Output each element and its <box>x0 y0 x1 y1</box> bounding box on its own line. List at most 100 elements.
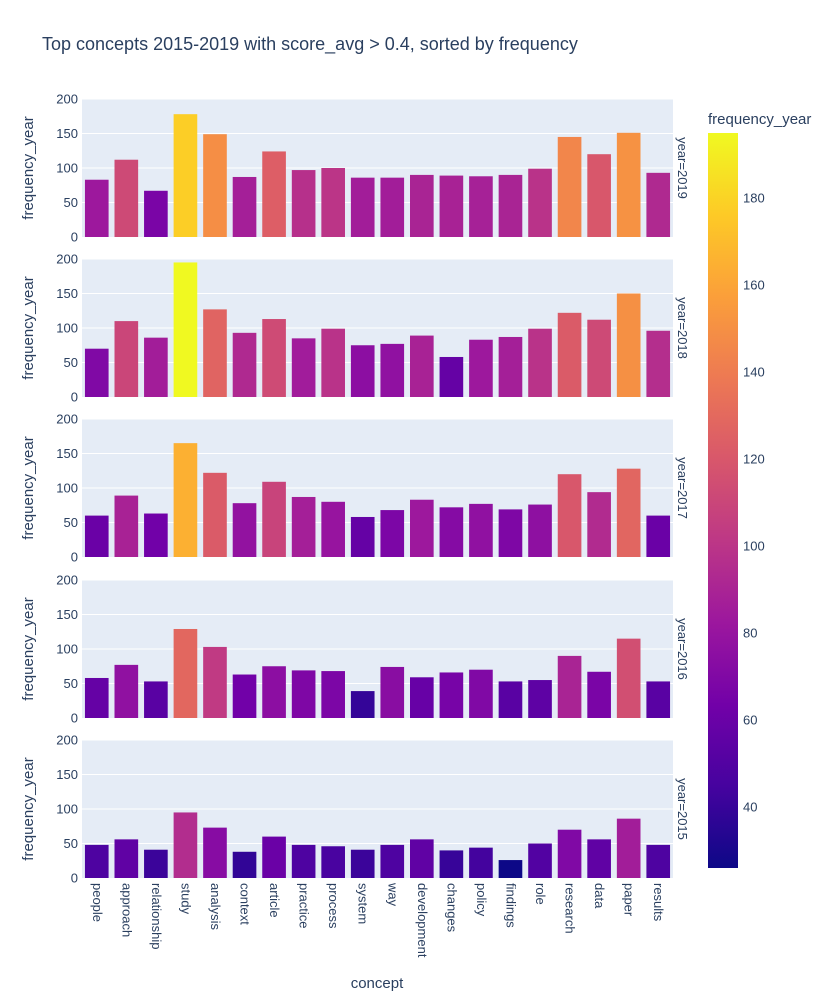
y-tick-label: 200 <box>56 92 78 107</box>
bar-practice <box>291 670 316 718</box>
y-tick-label: 200 <box>56 573 78 588</box>
bar-study <box>173 262 198 397</box>
y-tick-label: 200 <box>56 733 78 748</box>
x-tick-label: process <box>326 883 341 929</box>
bar-relationship <box>144 849 168 878</box>
facet-label: year=2019 <box>675 137 690 199</box>
bar-research <box>557 312 582 397</box>
facet-label: year=2017 <box>675 457 690 519</box>
bar-changes <box>439 672 464 718</box>
bar-people <box>84 179 109 237</box>
bar-paper <box>616 132 641 237</box>
bar-process <box>321 328 345 397</box>
bar-role <box>528 504 552 557</box>
bar-policy <box>469 503 493 557</box>
y-tick-label: 50 <box>64 515 78 530</box>
bar-article <box>262 151 286 237</box>
bar-research <box>557 829 582 878</box>
bar-analysis <box>203 309 227 397</box>
bar-system <box>350 345 375 397</box>
facet-label: year=2018 <box>675 297 690 359</box>
facets-layer: 0 50 100 150 200 frequency_year year=2019 0 50 10… <box>20 92 690 958</box>
bar-results <box>646 844 671 878</box>
x-tick-label: policy <box>474 883 489 917</box>
bar-people <box>84 844 109 878</box>
bar-findings <box>498 681 523 718</box>
bar-context <box>232 674 257 718</box>
bar-changes <box>439 356 464 397</box>
bar-approach <box>114 495 139 557</box>
x-tick-label: system <box>356 883 371 924</box>
x-tick-label: development <box>415 883 430 958</box>
facet-year-2017: 0 50 100 150 200 frequency_year year=2017 <box>20 412 690 565</box>
colorbar-tick-label: 160 <box>743 278 765 293</box>
bar-context <box>232 503 257 557</box>
bar-changes <box>439 850 464 878</box>
y-tick-label: 100 <box>56 481 78 496</box>
bar-relationship <box>144 513 168 557</box>
bar-development <box>410 335 434 397</box>
bar-paper <box>616 293 641 397</box>
bar-context <box>232 332 257 397</box>
bar-analysis <box>203 827 227 878</box>
bar-results <box>646 172 671 237</box>
bar-article <box>262 666 286 718</box>
x-tick-label: results <box>651 883 666 922</box>
bar-relationship <box>144 190 168 237</box>
y-axis-title: frequency_year <box>20 116 37 219</box>
y-axis-title: frequency_year <box>20 276 37 379</box>
x-tick-label: findings <box>503 883 518 928</box>
bar-data <box>587 154 611 237</box>
bar-relationship <box>144 681 168 718</box>
chart-title: Top concepts 2015-2019 with score_avg > … <box>42 34 578 55</box>
bar-process <box>321 671 345 718</box>
x-tick-label: approach <box>119 883 134 937</box>
colorbar-tick-label: 60 <box>743 713 757 728</box>
bar-findings <box>498 860 523 878</box>
x-tick-label: article <box>267 883 282 918</box>
y-tick-label: 50 <box>64 836 78 851</box>
bar-findings <box>498 336 523 397</box>
facet-label: year=2015 <box>675 778 690 840</box>
x-tick-label: people <box>90 883 105 922</box>
y-tick-label: 150 <box>56 286 78 301</box>
colorbar-tick-label: 140 <box>743 365 765 380</box>
y-tick-label: 200 <box>56 412 78 427</box>
facet-year-2019: 0 50 100 150 200 frequency_year year=2019 <box>20 92 690 245</box>
bar-results <box>646 330 671 397</box>
facet-year-2016: 0 50 100 150 200 frequency_year year=2016 <box>20 573 690 726</box>
bar-system <box>350 849 375 878</box>
y-tick-label: 100 <box>56 802 78 817</box>
y-tick-label: 50 <box>64 195 78 210</box>
bar-role <box>528 328 552 397</box>
bar-research <box>557 655 582 718</box>
bar-people <box>84 348 109 397</box>
bar-role <box>528 168 552 237</box>
bar-findings <box>498 174 523 237</box>
bar-practice <box>291 844 316 878</box>
colorbar-tick-label: 40 <box>743 800 757 815</box>
bar-relationship <box>144 337 168 397</box>
bar-system <box>350 691 375 718</box>
bar-article <box>262 481 286 557</box>
bar-results <box>646 515 671 557</box>
x-tick-label: study <box>178 883 193 915</box>
y-axis-title: frequency_year <box>20 757 37 860</box>
bar-paper <box>616 468 641 557</box>
bar-policy <box>469 847 493 878</box>
bar-policy <box>469 339 493 397</box>
x-tick-label: practice <box>297 883 312 929</box>
y-tick-label: 100 <box>56 321 78 336</box>
bar-data <box>587 839 611 878</box>
bar-way <box>380 510 405 557</box>
bar-development <box>410 839 434 878</box>
y-tick-label: 0 <box>71 711 78 726</box>
y-tick-label: 150 <box>56 446 78 461</box>
bar-practice <box>291 338 316 397</box>
y-tick-label: 150 <box>56 126 78 141</box>
x-tick-label: paper <box>622 883 637 917</box>
bar-development <box>410 174 434 237</box>
x-axis-title: concept <box>351 975 404 992</box>
bar-changes <box>439 175 464 237</box>
